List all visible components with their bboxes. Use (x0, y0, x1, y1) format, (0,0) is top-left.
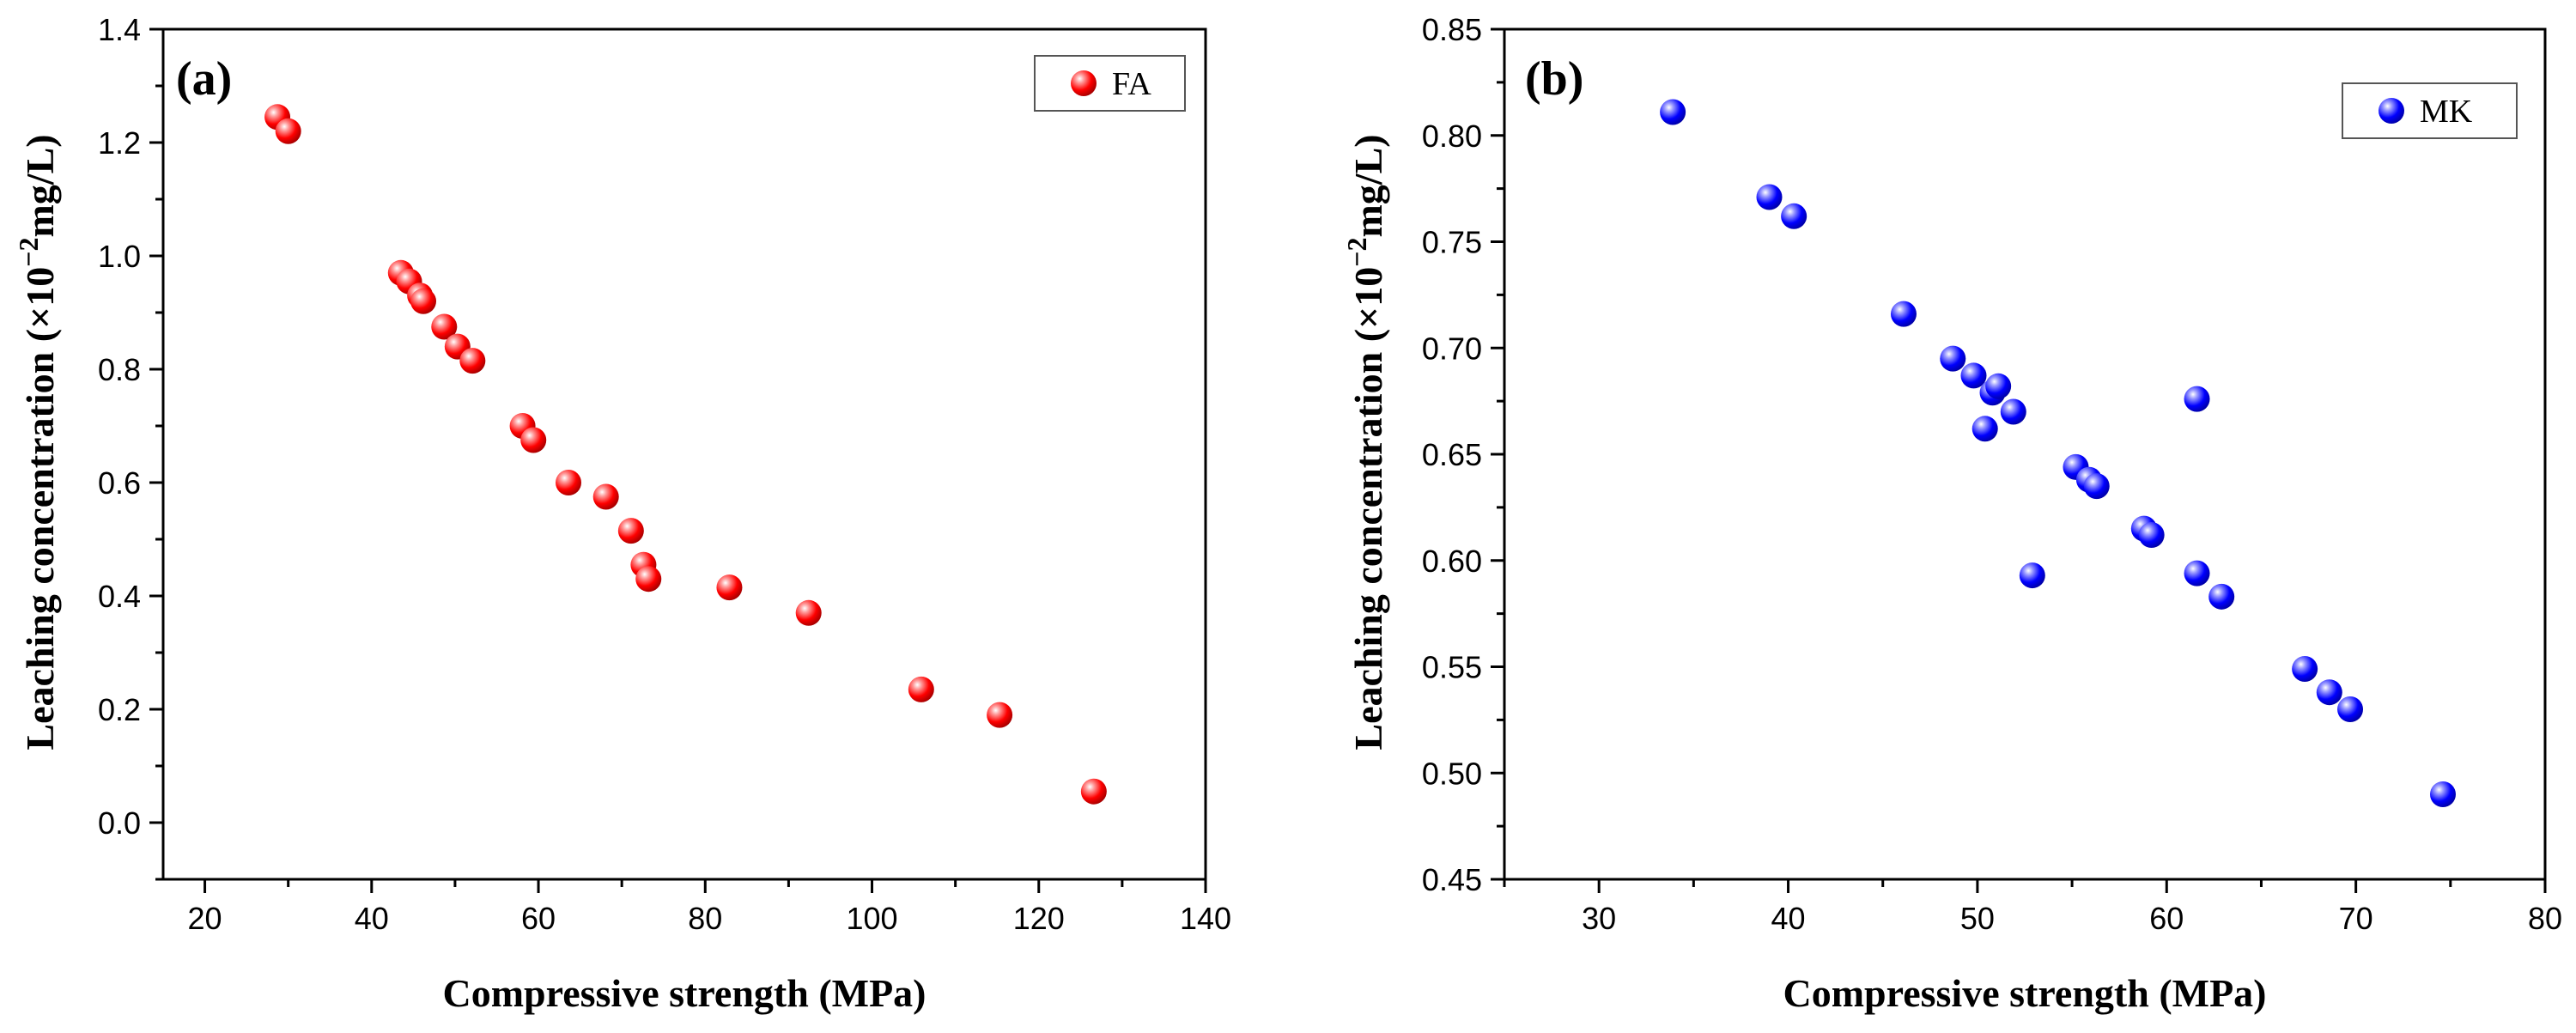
y-axis-title-main: Leaching concentration (×10 (18, 267, 62, 750)
y-tick-label: 1.0 (98, 239, 141, 274)
data-point-fa (716, 574, 743, 601)
data-point-mk (1781, 203, 1807, 229)
data-point-fa (459, 348, 486, 374)
data-point-mk (1890, 301, 1917, 327)
data-point-mk (2184, 386, 2210, 412)
y-tick-label: 0.0 (98, 805, 141, 841)
y-tick-label: 1.4 (98, 12, 141, 47)
data-point-fa (556, 470, 582, 495)
x-tick-label: 70 (2339, 901, 2373, 936)
chart-fa: (a) Compressive strength (MPa) Leaching … (13, 12, 1231, 1015)
x-tick-label: 60 (521, 901, 556, 936)
y-tick-label: 0.4 (98, 579, 141, 614)
y-tick-label: 0.60 (1422, 544, 1482, 579)
x-tick-label: 50 (1960, 901, 1995, 936)
x-tick-label: 80 (2528, 901, 2562, 936)
x-tick-label: 140 (1180, 901, 1231, 936)
data-point-fa (908, 676, 934, 702)
legend-label-fa: FA (1112, 66, 1151, 102)
y-axis-title-fa: Leaching concentration (×10−2mg/L) (13, 134, 62, 750)
y-tick-label: 0.70 (1422, 331, 1482, 366)
y-axis-title-main: Leaching concentration (×10 (1346, 267, 1390, 750)
panel-label-a: (a) (176, 52, 232, 106)
y-tick-label: 0.50 (1422, 756, 1482, 791)
x-tick-label: 40 (355, 901, 389, 936)
plot-frame-fa (161, 27, 1207, 881)
y-tick-label: 0.45 (1422, 862, 1482, 897)
data-point-mk (2316, 679, 2342, 706)
y-tick-label: 0.8 (98, 352, 141, 387)
x-axis-title-mk: Compressive strength (MPa) (1783, 971, 2267, 1015)
y-axis-title-tail: mg/L) (18, 134, 62, 237)
data-point-mk (1985, 373, 2012, 399)
x-tick-label: 100 (846, 901, 897, 936)
chart-mk: (b) Compressive strength (MPa) Leaching … (1341, 12, 2562, 1015)
data-point-fa (431, 313, 458, 340)
plot-frame-mk (1503, 27, 2547, 881)
panel-label-b: (b) (1525, 52, 1583, 106)
legend-label-mk: MK (2420, 94, 2473, 130)
legend-box-fa (1034, 55, 1186, 112)
data-point-mk (1940, 345, 1966, 372)
data-point-mk (2083, 473, 2110, 500)
data-point-fa (795, 599, 822, 626)
data-point-fa (410, 288, 437, 314)
data-point-mk (1660, 99, 1686, 125)
data-point-mk (2292, 655, 2318, 682)
data-point-fa (635, 566, 662, 592)
data-point-mk (2019, 562, 2045, 589)
legend-box-mk (2342, 82, 2518, 139)
y-axis-title-exp: −2 (1341, 238, 1372, 267)
x-tick-label: 60 (2149, 901, 2184, 936)
y-axis-title-exp: −2 (13, 238, 44, 267)
y-tick-label: 0.65 (1422, 437, 1482, 472)
x-tick-label: 120 (1013, 901, 1065, 936)
data-point-mk (2000, 398, 2026, 425)
y-tick-label: 0.85 (1422, 12, 1482, 47)
data-point-fa (275, 118, 301, 144)
y-tick-label: 1.2 (98, 125, 141, 161)
data-point-mk (2138, 522, 2165, 549)
y-tick-label: 0.55 (1422, 650, 1482, 685)
data-point-mk (2337, 696, 2364, 722)
data-point-fa (1080, 778, 1107, 805)
y-axis-title-mk: Leaching concentration (×10−2mg/L) (1341, 134, 1390, 750)
legend-marker-mk (2379, 98, 2404, 124)
data-point-mk (1971, 416, 1998, 442)
data-point-mk (1960, 362, 1987, 389)
data-point-fa (592, 483, 619, 510)
data-point-fa (987, 702, 1013, 728)
data-point-mk (2208, 583, 2235, 610)
data-point-mk (1756, 184, 1783, 210)
data-point-fa (617, 518, 644, 544)
data-point-mk (2184, 560, 2210, 586)
y-axis-title-tail: mg/L) (1346, 134, 1390, 237)
y-tick-label: 0.75 (1422, 225, 1482, 260)
y-tick-label: 0.6 (98, 465, 141, 501)
x-tick-label: 30 (1582, 901, 1616, 936)
data-point-mk (2430, 781, 2457, 807)
data-point-fa (520, 427, 547, 453)
y-tick-label: 0.2 (98, 692, 141, 727)
x-tick-label: 80 (688, 901, 722, 936)
x-tick-label: 40 (1771, 901, 1806, 936)
x-tick-label: 20 (188, 901, 222, 936)
y-tick-label: 0.80 (1422, 118, 1482, 154)
x-axis-title-fa: Compressive strength (MPa) (443, 971, 927, 1015)
legend-marker-fa (1071, 70, 1097, 96)
